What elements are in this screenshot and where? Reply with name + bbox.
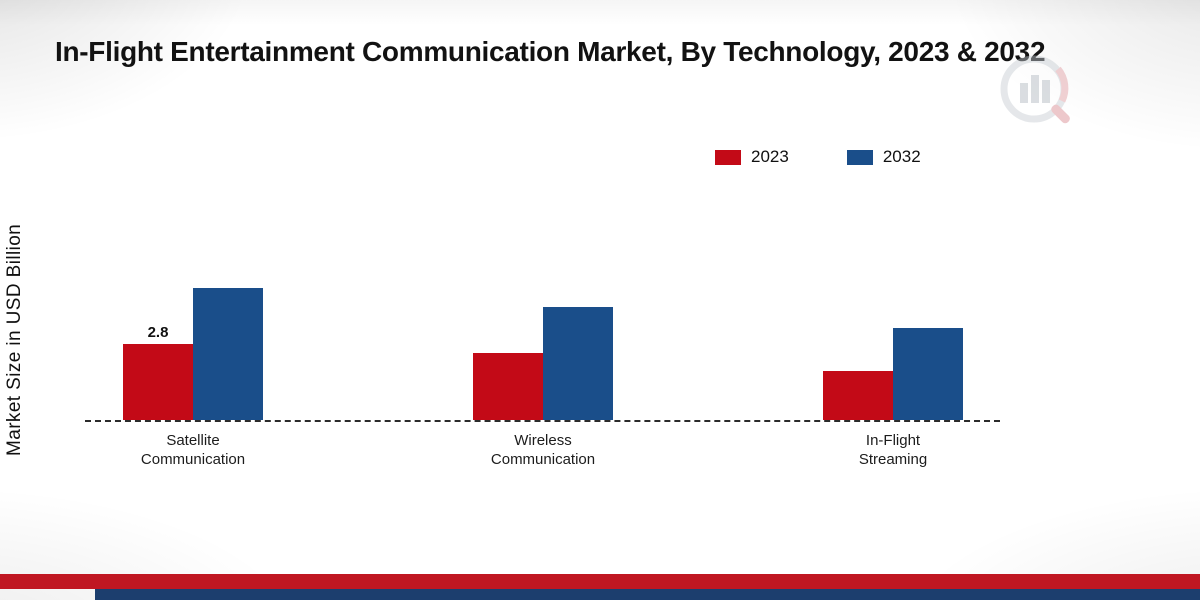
footer-navy-bar — [95, 589, 1200, 600]
chart-title: In-Flight Entertainment Communication Ma… — [55, 36, 1046, 67]
legend-label: 2032 — [882, 147, 921, 166]
bar-group: 2.8 Satellite Communication — [123, 250, 263, 470]
legend-item-2032: 2032 — [846, 147, 921, 167]
legend-item-2023: 2023 — [715, 147, 789, 167]
x-axis-line — [85, 420, 1000, 422]
bar-group: Wireless Communication — [473, 250, 613, 470]
bar-slot — [473, 352, 543, 420]
footer-red-bar — [0, 574, 1200, 589]
bar-slot — [823, 371, 893, 420]
bar-groups: 2.8 Satellite Communication Wireless Commu… — [85, 250, 1000, 470]
bar-2032 — [893, 328, 963, 420]
bar-pair — [823, 250, 963, 420]
category-label: Satellite Communication — [140, 432, 246, 468]
legend-label: 2023 — [751, 147, 789, 166]
bar-2023 — [823, 371, 893, 420]
watermark-logo — [1000, 55, 1070, 124]
bar-slot: 2.8 — [123, 324, 193, 420]
legend-swatch-2023 — [715, 149, 741, 165]
legend: 2023 2032 — [715, 147, 921, 167]
category-label: Wireless Communication — [490, 432, 596, 468]
legend-swatch-2032 — [846, 149, 873, 165]
category-label: In-Flight Streaming — [858, 432, 928, 468]
y-axis-label: Market Size in USD Billion — [4, 223, 25, 457]
bar-2023 — [473, 352, 543, 420]
bar-2032 — [193, 287, 263, 420]
bar-chart: 2.8 Satellite Communication Wireless Commu… — [85, 250, 1000, 470]
bar-2032 — [543, 306, 613, 420]
bar-pair: 2.8 — [123, 250, 263, 420]
bar-group: In-Flight Streaming — [823, 250, 963, 470]
bar-slot — [543, 306, 613, 420]
bar-slot — [893, 328, 963, 420]
bar-pair — [473, 250, 613, 420]
bar-value-label: 2.8 — [147, 324, 169, 342]
bar-slot — [193, 287, 263, 420]
bar-2023 — [123, 344, 193, 420]
